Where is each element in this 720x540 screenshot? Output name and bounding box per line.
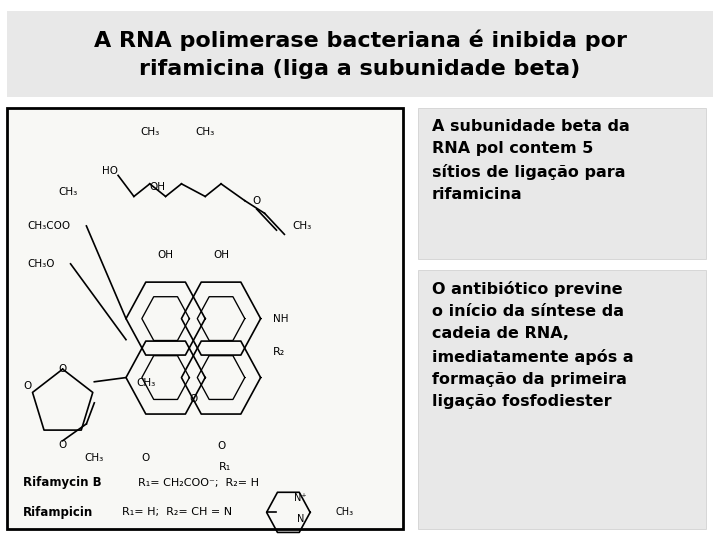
Text: A subunidade beta da
RNA pol contem 5
sítios de ligação para
rifamicina: A subunidade beta da RNA pol contem 5 sí…	[432, 119, 630, 202]
Text: R₁: R₁	[219, 462, 231, 472]
Text: CH₃: CH₃	[336, 508, 354, 517]
FancyBboxPatch shape	[7, 108, 403, 529]
Text: A RNA polimerase bacteriana é inibida por
rifamicina (liga a subunidade beta): A RNA polimerase bacteriana é inibida po…	[94, 29, 626, 79]
Text: R₁= CH₂COO⁻;  R₂= H: R₁= CH₂COO⁻; R₂= H	[138, 478, 259, 488]
Text: O: O	[23, 381, 31, 391]
Text: OH: OH	[213, 249, 229, 260]
Text: R₂: R₂	[273, 347, 285, 357]
Text: HO: HO	[102, 166, 118, 176]
Text: Rifamycin B: Rifamycin B	[23, 476, 102, 489]
Text: CH₃: CH₃	[85, 454, 104, 463]
Text: O: O	[58, 364, 67, 374]
Text: OH: OH	[150, 182, 166, 192]
FancyBboxPatch shape	[418, 108, 706, 259]
Text: CH₃COO: CH₃COO	[27, 221, 70, 231]
Text: CH₃: CH₃	[136, 377, 156, 388]
Text: CH₃: CH₃	[59, 187, 78, 197]
Text: CH₃: CH₃	[196, 127, 215, 138]
Text: O: O	[253, 195, 261, 206]
Text: O: O	[58, 440, 67, 450]
Text: O: O	[142, 454, 150, 463]
FancyBboxPatch shape	[7, 11, 713, 97]
Text: N: N	[297, 514, 304, 524]
Text: OH: OH	[158, 249, 174, 260]
Text: O: O	[189, 394, 197, 404]
Text: CH₃: CH₃	[292, 221, 312, 231]
Text: CH₃: CH₃	[140, 127, 159, 138]
Text: Rifampicin: Rifampicin	[23, 506, 94, 519]
Text: NH: NH	[273, 314, 288, 323]
FancyBboxPatch shape	[418, 270, 706, 529]
Text: O antibiótico previne
o início da síntese da
cadeia de RNA,
imediatamente após a: O antibiótico previne o início da síntes…	[432, 281, 634, 409]
Text: R₁= H;  R₂= CH = N: R₁= H; R₂= CH = N	[122, 508, 232, 517]
Text: CH₃O: CH₃O	[27, 259, 55, 269]
Text: O: O	[217, 441, 225, 451]
Text: N⁺: N⁺	[294, 492, 307, 503]
